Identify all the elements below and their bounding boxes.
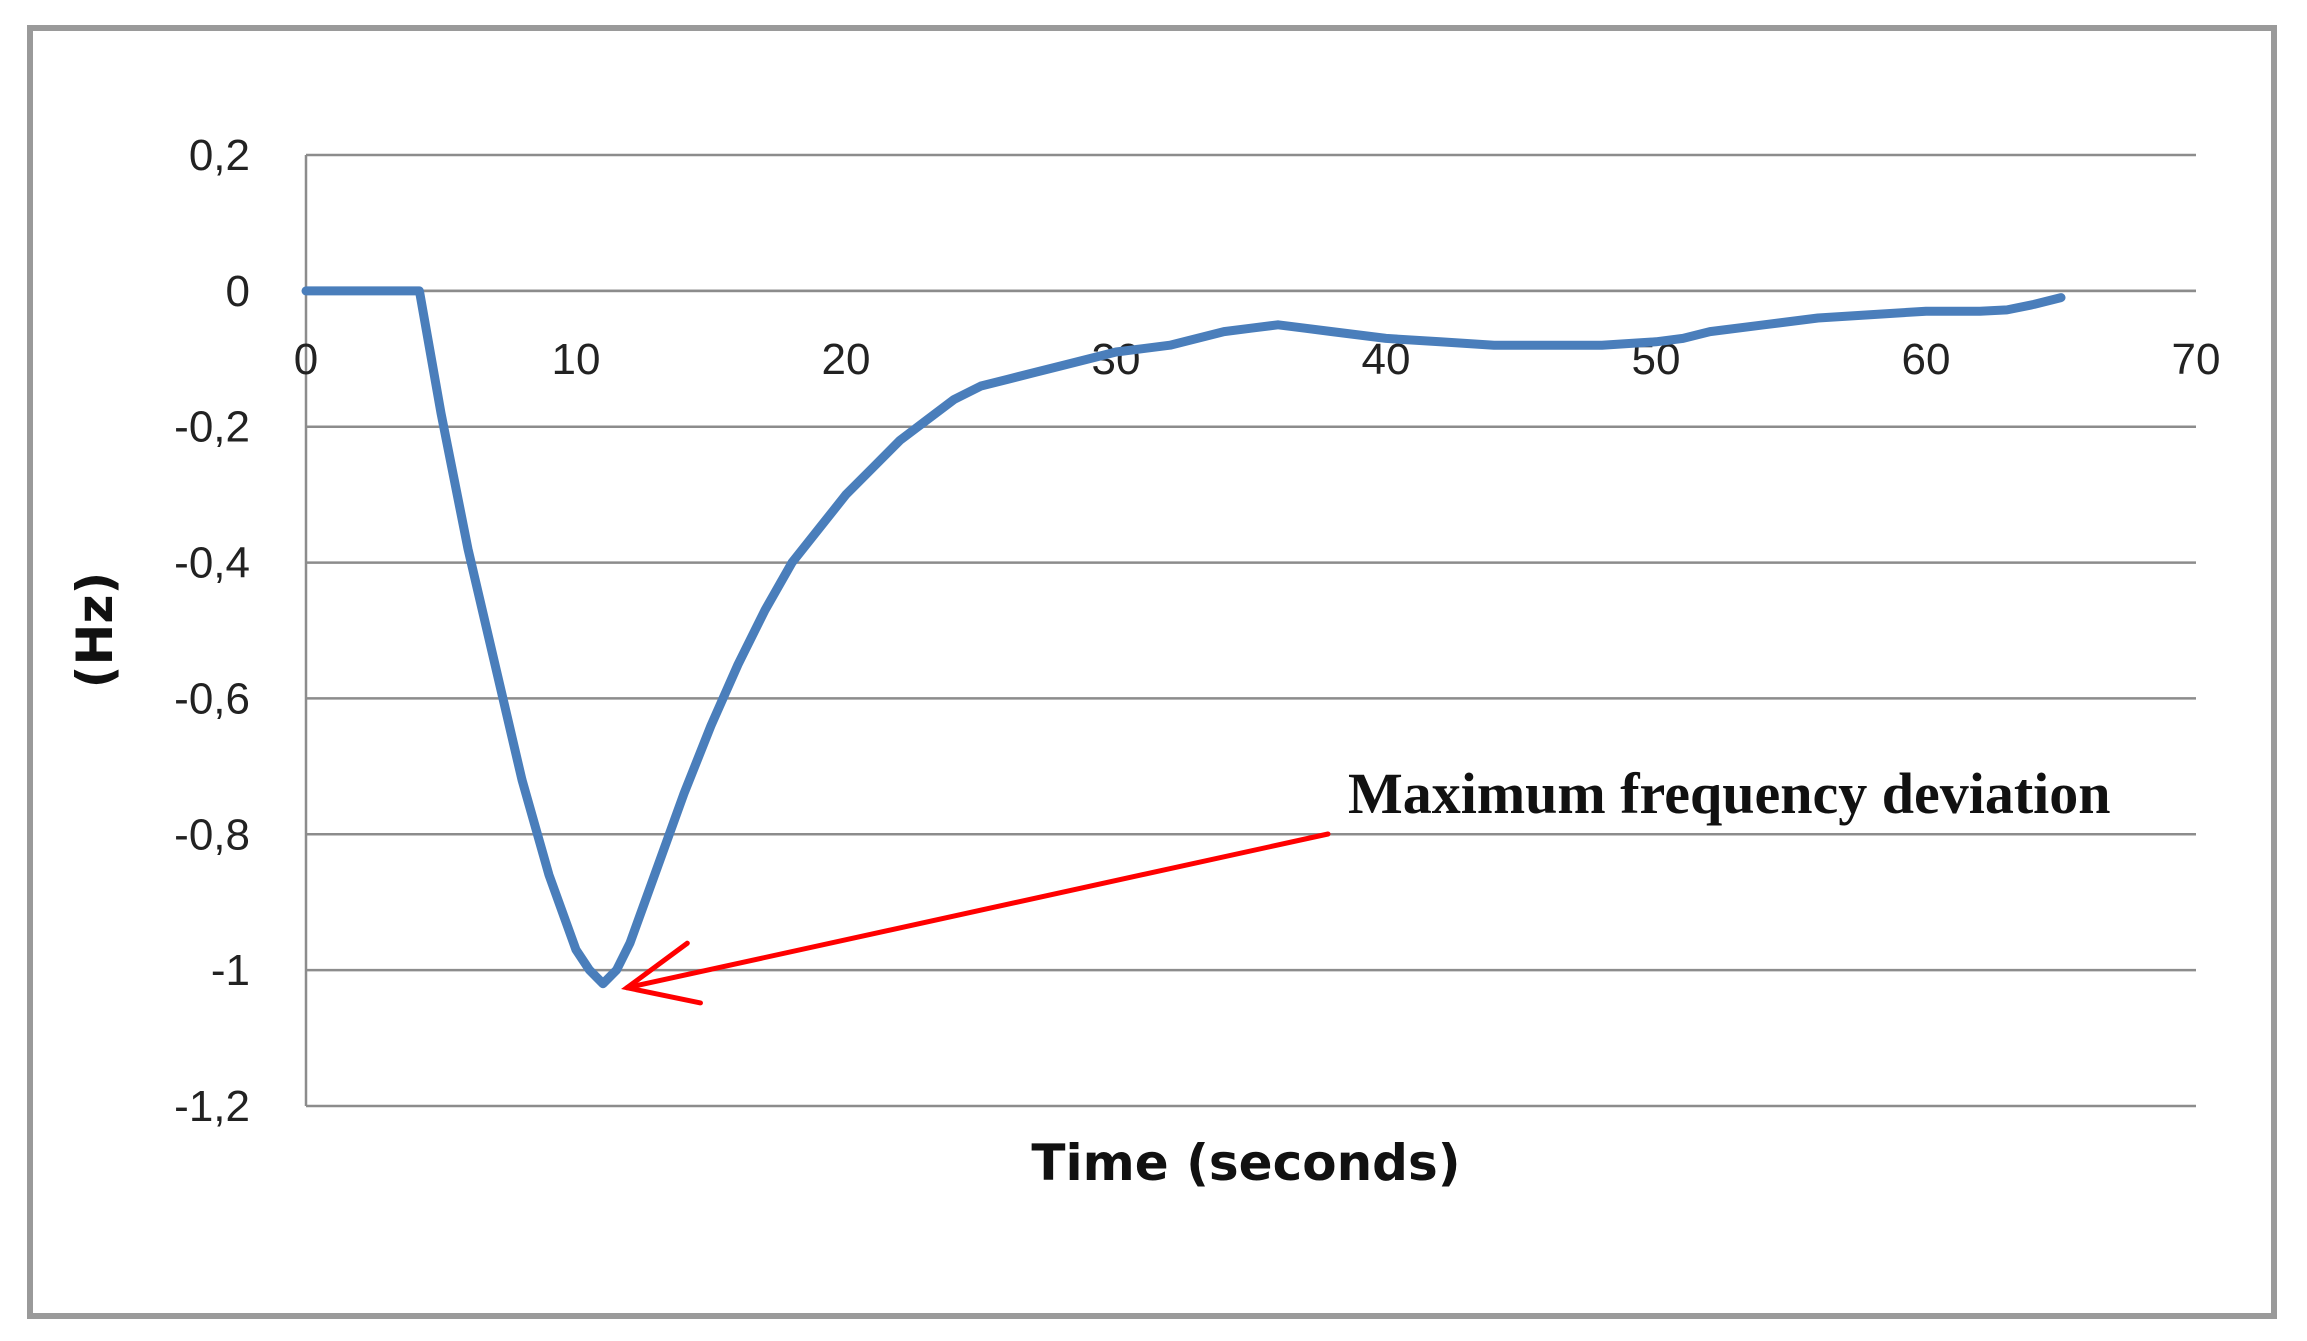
annotation-arrow — [621, 831, 1331, 1006]
y-tick-label: -1,2 — [174, 1082, 250, 1131]
annotation-label: Maximum frequency deviation — [1348, 761, 2111, 826]
x-tick-label: 0 — [294, 335, 318, 384]
series-layer — [301, 286, 2066, 989]
x-tick-labels: 0 10 20 30 40 50 60 70 — [294, 335, 2221, 384]
chart-frame — [27, 25, 2277, 1319]
x-tick-label: 20 — [822, 335, 871, 384]
y-tick-label: -0,8 — [174, 810, 250, 859]
arrow-shaft — [624, 831, 1331, 991]
x-tick-label: 60 — [1902, 335, 1951, 384]
axes — [304, 155, 2196, 1106]
y-tick-label: 0,2 — [189, 131, 250, 180]
series-line — [301, 286, 2066, 989]
y-tick-label: -1 — [211, 946, 250, 995]
y-tick-labels: 0,2 0 -0,2 -0,4 -0,6 -0,8 -1 -1,2 — [174, 131, 250, 1131]
x-tick-label: 70 — [2172, 335, 2221, 384]
y-tick-label: -0,6 — [174, 674, 250, 723]
y-tick-label: 0 — [226, 267, 250, 316]
x-tick-label: 10 — [552, 335, 601, 384]
y-axis-title: (Hz) — [66, 572, 124, 689]
arrow-head — [621, 940, 703, 1006]
x-axis-title: Time (seconds) — [1031, 1134, 1460, 1192]
y-tick-label: -0,2 — [174, 403, 250, 452]
y-tick-label: -0,4 — [174, 539, 250, 588]
